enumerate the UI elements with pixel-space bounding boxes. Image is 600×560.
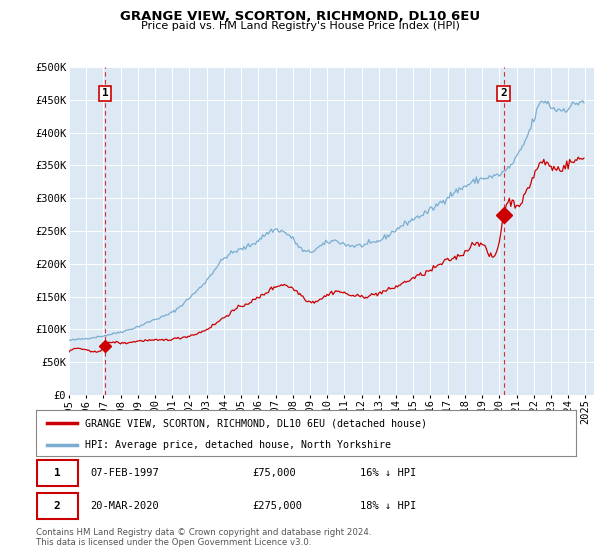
FancyBboxPatch shape [37,493,77,519]
Text: HPI: Average price, detached house, North Yorkshire: HPI: Average price, detached house, Nort… [85,440,391,450]
Text: 20-MAR-2020: 20-MAR-2020 [90,501,159,511]
Text: £75,000: £75,000 [252,468,296,478]
Text: 2: 2 [53,501,61,511]
Text: 18% ↓ HPI: 18% ↓ HPI [360,501,416,511]
Text: £275,000: £275,000 [252,501,302,511]
Text: 16% ↓ HPI: 16% ↓ HPI [360,468,416,478]
Text: GRANGE VIEW, SCORTON, RICHMOND, DL10 6EU (detached house): GRANGE VIEW, SCORTON, RICHMOND, DL10 6EU… [85,418,427,428]
Text: 1: 1 [53,468,61,478]
Text: GRANGE VIEW, SCORTON, RICHMOND, DL10 6EU: GRANGE VIEW, SCORTON, RICHMOND, DL10 6EU [120,10,480,22]
Text: 07-FEB-1997: 07-FEB-1997 [90,468,159,478]
FancyBboxPatch shape [37,460,77,486]
Text: Contains HM Land Registry data © Crown copyright and database right 2024.
This d: Contains HM Land Registry data © Crown c… [36,528,371,547]
Text: 2: 2 [500,88,507,99]
Text: Price paid vs. HM Land Registry's House Price Index (HPI): Price paid vs. HM Land Registry's House … [140,21,460,31]
Text: 1: 1 [102,88,109,99]
